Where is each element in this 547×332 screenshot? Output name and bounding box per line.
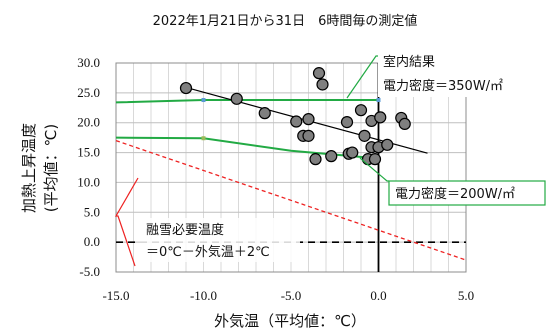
series-marker [201,98,206,103]
plot-frame [115,62,467,273]
annotation-req-leader [114,177,139,267]
data-point [354,104,368,117]
annotation-req-text: ＝0℃－外気温＋2℃ [146,244,270,260]
data-point [381,138,394,151]
data-point [258,107,271,120]
required-temp-line [115,140,467,261]
data-point [316,78,329,91]
y-tick-label: -5.0 [79,264,100,279]
annotation-350-leader [346,55,378,99]
data-point [325,150,338,163]
data-point [346,146,359,159]
series-marker [201,136,206,141]
data-point [179,81,193,95]
data-point [340,116,354,129]
annotation-350-box [378,47,536,97]
y-tick-label: 20.0 [77,115,100,130]
annotation-200-text: 電力密度＝200W/㎡ [395,186,515,202]
data-point [398,117,411,131]
data-point [302,113,315,126]
data-point [374,111,387,124]
annotation-req-title: 融雪必要温度 [146,222,224,238]
y-tick-label: 15.0 [77,145,100,160]
x-tick-label: -15.0 [102,288,129,303]
annotation-350-text: 電力密度＝350W/㎡ [383,78,503,94]
data-point [358,129,371,142]
chart-title: 2022年1月21日から31日 6時間毎の測定値 [153,13,418,29]
y-tick-label: 25.0 [77,85,100,100]
data-point [302,129,315,142]
series-marker [376,98,381,103]
y-tick-label: 5.0 [84,204,100,219]
x-tick-label: -10.0 [190,288,217,303]
x-tick-label: -5.0 [281,288,302,303]
x-axis-label: 外気温（平均値：℃） [214,312,366,330]
annotations: 室内結果 電力密度＝350W/㎡ 電力密度＝200W/㎡ 融雪必要温度 ＝0℃－… [114,47,546,267]
data-point [230,92,243,105]
data-point [312,67,326,80]
y-axis-label: 加熱上昇温度 [20,123,38,213]
annotation-200-leader [359,157,389,182]
data-point [368,153,382,166]
annotation-req-box [140,218,300,262]
y-tick-label: 30.0 [77,55,100,70]
y-axis-label-unit: (平均値：℃) [42,124,60,213]
data-point [309,153,322,166]
data-point [290,115,303,128]
y-tick-label: 10.0 [77,174,100,189]
green-line-200 [115,136,379,160]
green-line-350 [115,99,379,104]
x-tick-label: 0.0 [370,288,386,303]
y-tick-label: 0.0 [84,234,100,249]
x-tick-label: 5.0 [458,288,474,303]
annotation-350-title: 室内結果 [383,54,435,70]
annotation-200-box [388,180,546,206]
